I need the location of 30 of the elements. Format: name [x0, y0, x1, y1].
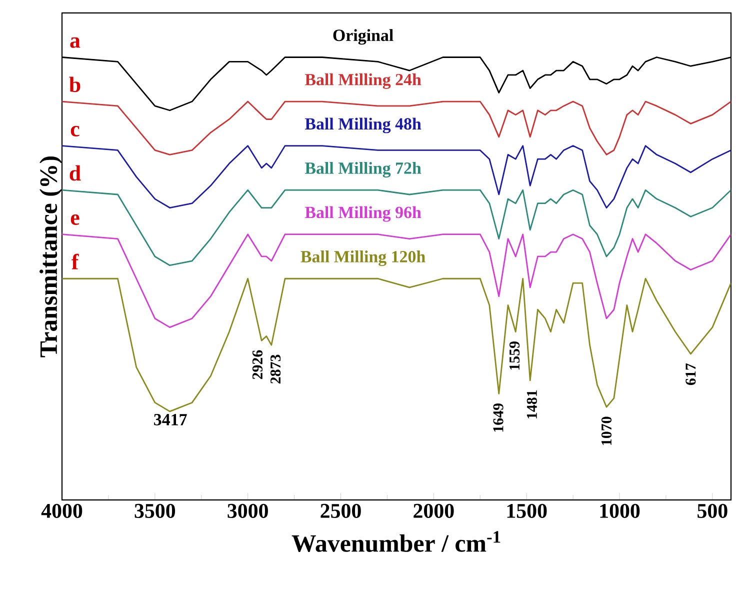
annotation: 2926	[252, 350, 262, 380]
annotation: b	[69, 76, 80, 92]
annotation: 1070	[601, 416, 612, 445]
annotation: c	[70, 126, 80, 136]
x-axis-title: Wavenumber / cm$^{-1}$	[292, 531, 500, 552]
series-label: Original	[333, 29, 394, 45]
x-tick-label: 500	[698, 504, 728, 518]
annotation: d	[70, 165, 81, 181]
x-tick-label: 4000	[41, 504, 82, 518]
annotation: 1649	[493, 403, 504, 432]
annotation: 2873	[270, 354, 281, 384]
x-tick-label: 3000	[228, 504, 268, 518]
series-label: Ball Milling 96h	[304, 206, 422, 222]
annotation: f	[72, 254, 79, 270]
series-label: Ball Milling 48h	[304, 118, 422, 134]
x-tick-label: 2000	[414, 504, 454, 518]
x-tick-label: 1000	[600, 504, 640, 518]
annotation: 1559	[510, 341, 520, 370]
series-label: Ball Milling 72h	[304, 162, 422, 178]
annotation: 3417	[154, 414, 187, 426]
text: a	[70, 37, 80, 48]
x-tick-label: 3500	[134, 504, 176, 518]
x-tick-label: 1500	[507, 504, 547, 518]
annotation: 617	[686, 363, 696, 385]
series-label: Ball Milling 120h	[300, 250, 426, 266]
x-tick-label: 2500	[320, 504, 361, 518]
annotation: 1481	[526, 390, 537, 418]
y-axis-title: Transmittance (%)	[40, 156, 62, 358]
series-label: Ball Milling 24h	[304, 73, 422, 89]
annotation: e	[70, 214, 80, 225]
